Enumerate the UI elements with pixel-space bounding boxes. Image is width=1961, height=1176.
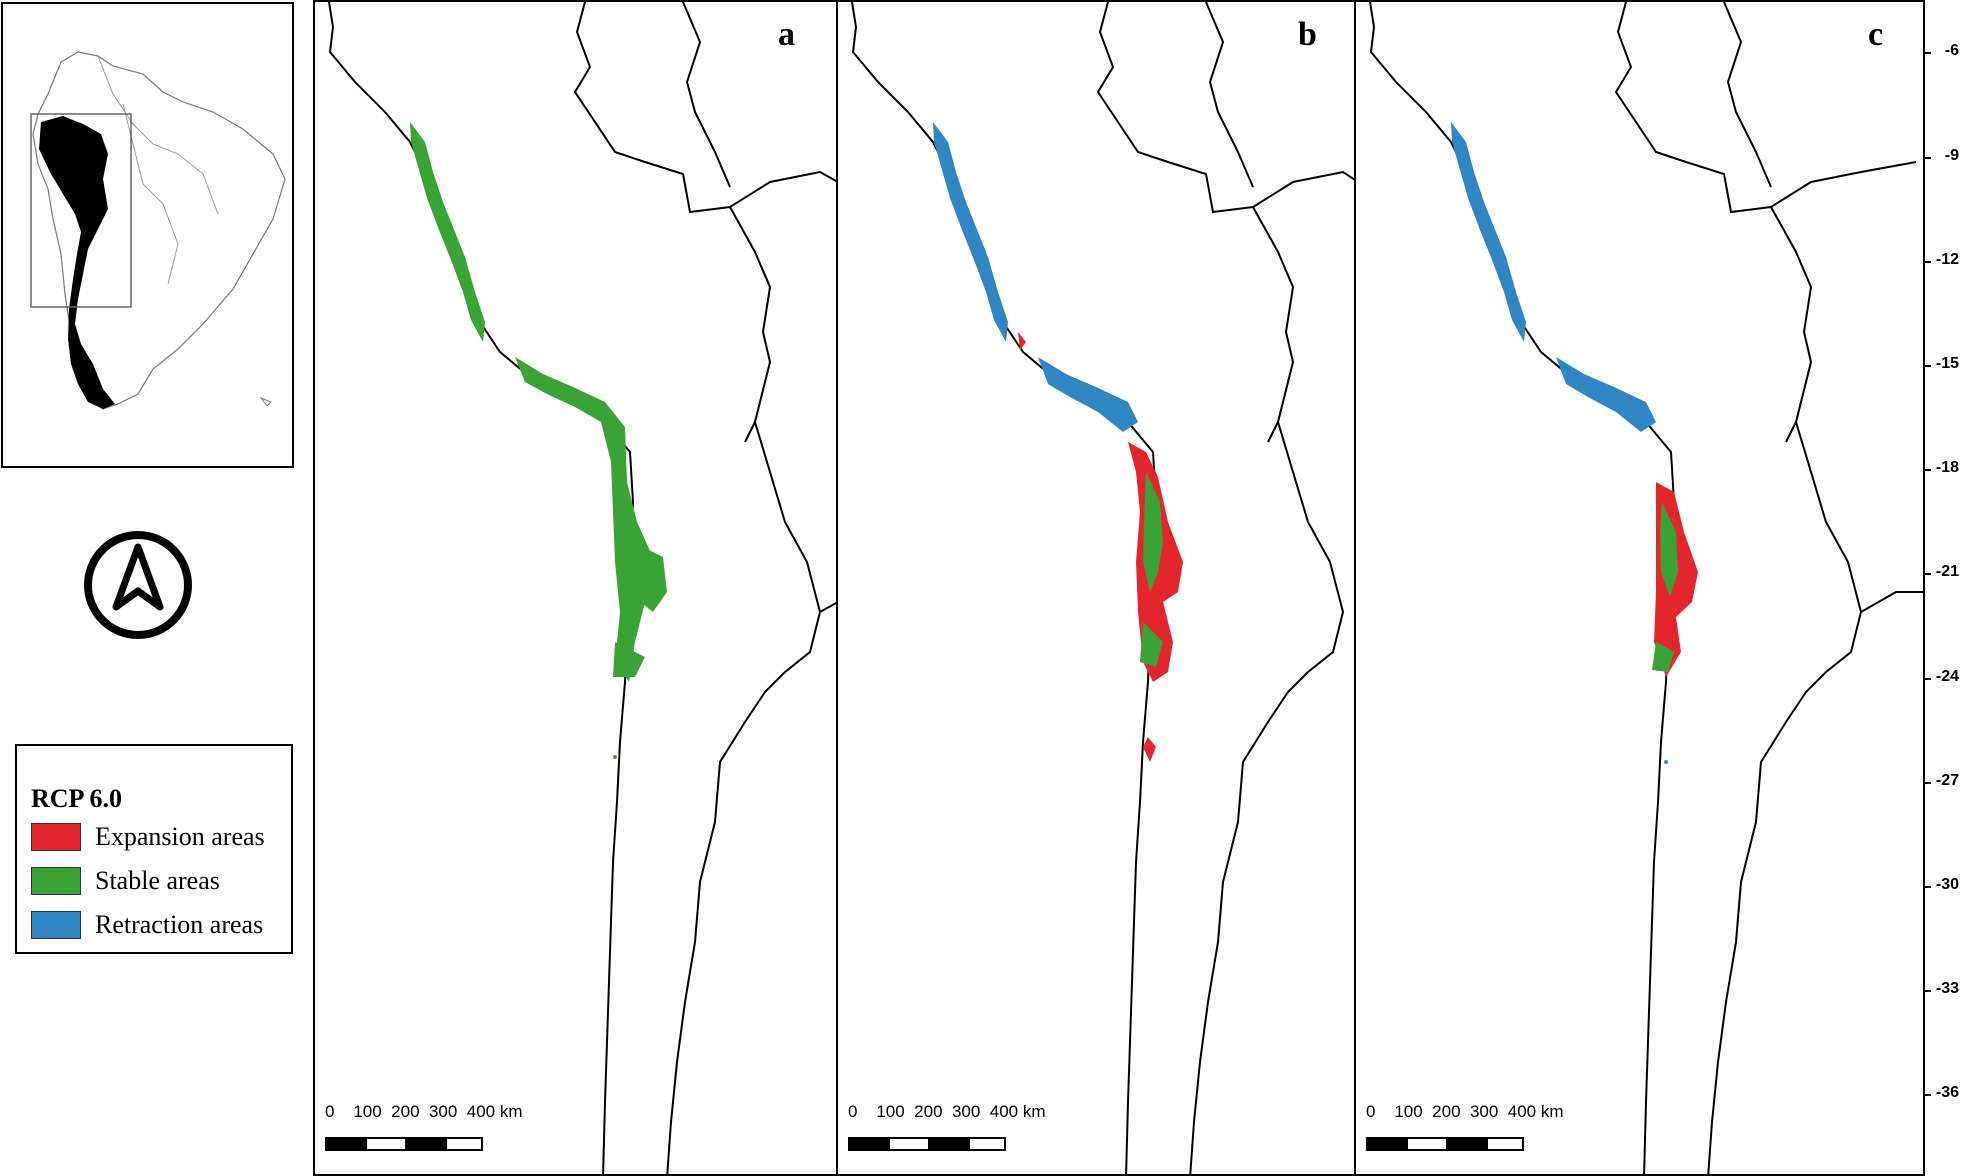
lat-tick <box>1925 365 1931 367</box>
lat-label: -15 <box>1935 355 1959 372</box>
legend-title: RCP 6.0 <box>31 784 122 813</box>
panel-b-map <box>851 2 1354 1174</box>
legend-item-stable: Stable areas <box>31 866 220 896</box>
legend-item-expansion: Expansion areas <box>31 822 265 852</box>
expansion-swatch <box>31 823 81 851</box>
panel-c-map <box>1369 2 1923 1174</box>
lat-tick <box>1925 261 1931 263</box>
lat-label: -24 <box>1935 668 1959 685</box>
lat-label: -6 <box>1944 42 1959 59</box>
retraction-swatch <box>31 911 81 939</box>
lat-label: -30 <box>1935 876 1959 893</box>
panel-label-b: b <box>1298 16 1317 53</box>
legend-item-label: Stable areas <box>95 866 220 895</box>
panel-a-map <box>328 2 836 1174</box>
lat-tick <box>1925 469 1931 471</box>
lat-label: -33 <box>1935 980 1959 997</box>
south-america-inset-map <box>30 51 286 410</box>
legend-item-label: Retraction areas <box>95 910 264 939</box>
lat-tick <box>1925 1094 1931 1096</box>
scale-labels-b: 0 100 200 300 400 km <box>848 1102 1046 1121</box>
stable-swatch <box>31 867 81 895</box>
panel-label-a: a <box>778 16 795 53</box>
lat-label: -18 <box>1935 459 1959 476</box>
lat-label: -27 <box>1935 772 1959 789</box>
scale-labels-a: 0 100 200 300 400 km <box>325 1102 523 1121</box>
lat-tick <box>1925 990 1931 992</box>
map-panel-a: a 0 100 200 300 400 km <box>313 0 838 1176</box>
north-arrow-icon <box>84 531 192 639</box>
scale-labels-c: 0 100 200 300 400 km <box>1366 1102 1564 1121</box>
lat-tick <box>1925 573 1931 575</box>
lat-label: -21 <box>1935 563 1959 580</box>
legend-item-label: Expansion areas <box>95 822 265 851</box>
lat-label: -36 <box>1935 1084 1959 1101</box>
legend: RCP 6.0 Expansion areas Stable areas Ret… <box>15 744 293 954</box>
map-panel-b: b 0 100 200 300 400 km <box>836 0 1356 1176</box>
inset-map <box>1 2 294 468</box>
lat-tick <box>1925 886 1931 888</box>
legend-item-retraction: Retraction areas <box>31 910 263 940</box>
lat-tick <box>1925 782 1931 784</box>
panel-label-c: c <box>1868 16 1884 53</box>
map-panel-c: c 0 100 200 300 400 km <box>1354 0 1925 1176</box>
lat-tick <box>1925 157 1931 159</box>
scale-bar-a <box>325 1137 483 1151</box>
latitude-axis: -6 -9 -12 -15 -18 -21 -24 -27 -30 -33 -3… <box>1925 0 1961 1176</box>
lat-tick <box>1925 52 1931 54</box>
scale-bar-b <box>848 1137 1006 1151</box>
lat-tick <box>1925 678 1931 680</box>
scale-bar-c <box>1366 1137 1524 1151</box>
lat-label: -12 <box>1935 251 1959 268</box>
lat-label: -9 <box>1944 147 1959 164</box>
